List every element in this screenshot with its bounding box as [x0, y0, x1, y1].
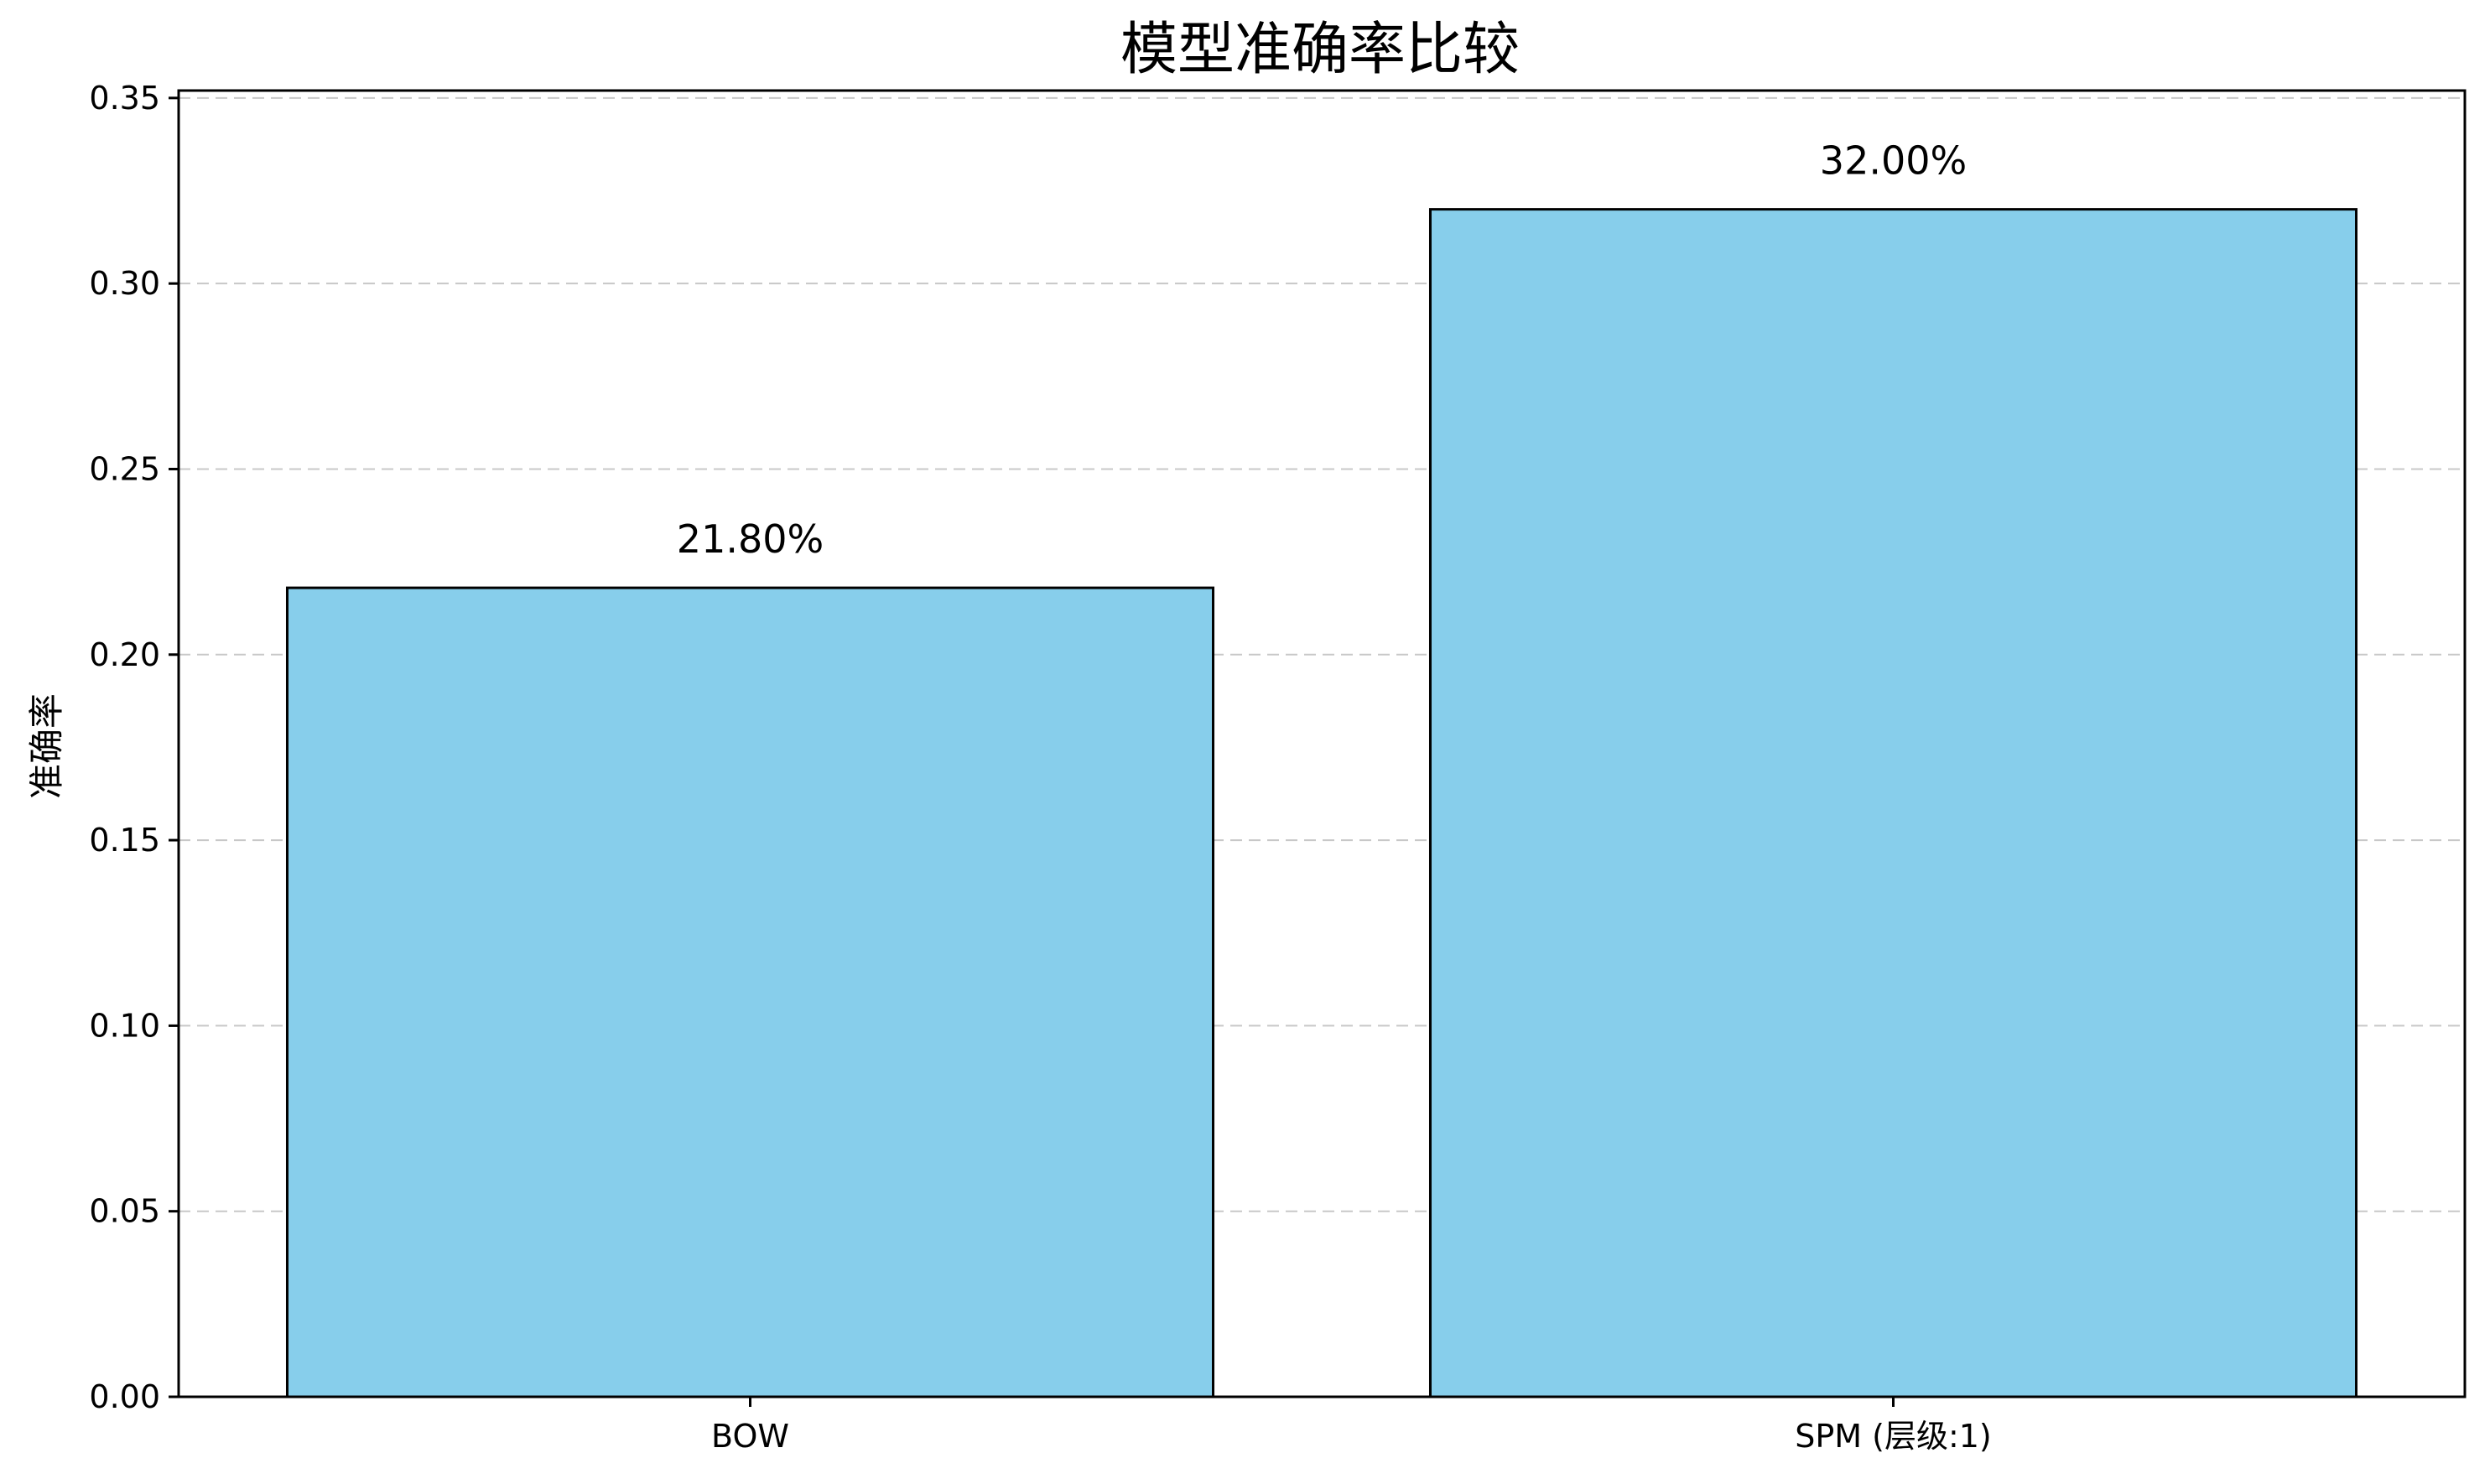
x-tick-label: SPM (层级:1): [1795, 1418, 1992, 1455]
plot-frame: [177, 89, 2467, 1398]
y-tick-label: 0.20: [89, 636, 160, 673]
y-axis-ticks: 0.00 0.05 0.10 0.15 0.20 0.25 0.30 0.35: [89, 80, 179, 1415]
bar-1: [1428, 208, 2358, 1398]
y-tick-label: 0.35: [89, 80, 160, 117]
y-tick-label: 0.05: [89, 1193, 160, 1230]
y-tick-label: 0.25: [89, 450, 160, 487]
y-tick-label: 0.15: [89, 822, 160, 859]
y-tick-label: 0.10: [89, 1007, 160, 1044]
y-axis-label: 准确率: [26, 693, 67, 799]
bar-value-label: 21.80%: [677, 516, 824, 562]
chart-title: 模型准确率比较: [1120, 17, 1520, 83]
bars: [285, 208, 2358, 1398]
y-tick-label: 0.30: [89, 265, 160, 302]
y-tick-label: 0.00: [89, 1378, 160, 1415]
data-labels: 21.80% 32.00%: [677, 138, 1967, 562]
bar-0: [285, 586, 1215, 1398]
bar-value-label: 32.00%: [1820, 138, 1967, 184]
x-axis-ticks: BOW SPM (层级:1): [711, 1397, 1992, 1455]
x-tick-label: BOW: [711, 1418, 789, 1455]
